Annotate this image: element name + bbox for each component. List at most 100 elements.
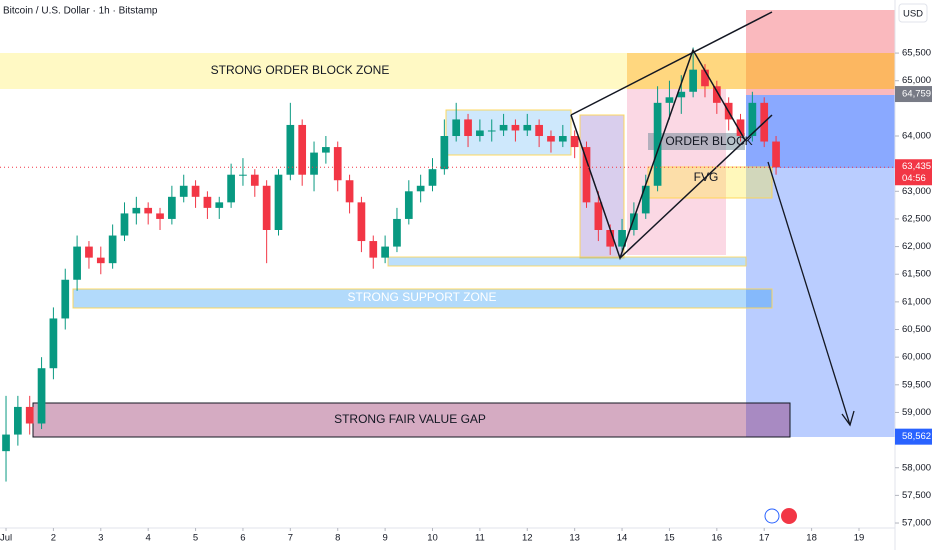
x-tick-label: 18 (806, 533, 817, 544)
arrow (767, 161, 851, 426)
candle-body (239, 174, 247, 176)
candle-body (322, 147, 330, 153)
y-tick-label: 60,500 (902, 324, 931, 335)
candle-body (37, 368, 46, 424)
event-icon[interactable] (764, 508, 780, 524)
y-tick-label: 57,000 (902, 518, 931, 529)
candle-body (227, 174, 235, 203)
candle-body (701, 69, 709, 87)
candle-body (665, 97, 674, 103)
candle-body (653, 102, 662, 186)
candle-body (511, 124, 520, 131)
candle-body (523, 124, 532, 131)
candle-body (357, 202, 366, 242)
candle-body (73, 246, 81, 280)
candle-body (428, 169, 437, 186)
candle-body (96, 257, 105, 264)
order-block-zone (0, 53, 895, 89)
candle-body (748, 102, 757, 137)
candle-body (61, 279, 70, 319)
y-tick-label: 65,500 (902, 48, 931, 59)
x-tick-label: 16 (712, 533, 723, 544)
candle-body (132, 207, 141, 214)
price-tag-label: 63,435 (902, 161, 931, 172)
y-tick-label: 62,000 (902, 241, 931, 252)
arrow-head (841, 410, 855, 427)
candle-body (499, 124, 508, 131)
zone-label: STRONG FAIR VALUE GAP (334, 412, 486, 426)
candle-body (191, 185, 200, 197)
candle-body (168, 196, 176, 219)
x-tick-label: 11 (475, 533, 485, 544)
event-icon[interactable] (781, 508, 797, 524)
y-tick-label: 59,500 (902, 379, 931, 390)
x-tick-label: 6 (240, 533, 245, 544)
candle-body (630, 213, 638, 230)
zigzag (570, 48, 746, 261)
candle-body (2, 434, 10, 452)
candle-body (404, 191, 413, 219)
trend-line (570, 11, 773, 116)
x-tick-label: 8 (335, 533, 340, 544)
zone-label: STRONG SUPPORT ZONE (348, 290, 497, 304)
overlay: STRONG ORDER BLOCK ZONE ORDER BLOCK FVG … (211, 11, 855, 524)
stop-zone (746, 10, 895, 95)
candle-body (641, 185, 650, 214)
x-tick-label: 12 (522, 533, 533, 544)
y-tick-label: 64,000 (902, 131, 931, 142)
candle-body (712, 86, 721, 103)
candle-body (416, 185, 425, 192)
candle-body (369, 241, 378, 258)
target-zone (746, 168, 895, 437)
candle-body (274, 174, 283, 230)
y-tick-label: 61,000 (902, 296, 931, 307)
y-tick-label: 62,500 (902, 213, 931, 224)
candle-body (487, 130, 496, 132)
target-zone (746, 95, 895, 168)
currency: USD (903, 9, 923, 20)
x-tick-label: 9 (382, 533, 387, 544)
candle-body (14, 406, 22, 435)
y-tick-label: 65,000 (902, 75, 931, 86)
candle-body (535, 124, 543, 137)
candle-body (558, 136, 567, 142)
candle-body (594, 202, 603, 230)
currency-box[interactable] (898, 3, 928, 23)
candle-body (286, 124, 295, 175)
x-tick-label: 5 (193, 533, 198, 544)
x-tick-label: 17 (759, 533, 770, 544)
candle-body (689, 69, 697, 92)
range-box (627, 89, 726, 255)
candle-body (49, 318, 58, 369)
price-tag-sublabel: 04:56 (902, 173, 926, 184)
x-tick-label: 3 (98, 533, 103, 544)
price-tag (895, 428, 932, 445)
candle-body (179, 185, 188, 197)
candle-body (476, 130, 484, 137)
trend-line (619, 114, 773, 259)
x-tick-label: Jul (0, 533, 12, 544)
y-tick-label: 59,000 (902, 407, 931, 418)
candle-body (108, 235, 117, 264)
candle-body (333, 147, 342, 181)
x-tick-label: 7 (288, 533, 293, 544)
zone-label: ORDER BLOCK (665, 134, 752, 148)
price-tag (895, 86, 932, 103)
candle-body (215, 202, 224, 208)
x-tick-label: 10 (427, 533, 438, 544)
price-tag-label: 64,759 (902, 89, 931, 100)
order-block (648, 133, 745, 150)
fvg (647, 166, 773, 199)
y-tick-label: 60,000 (902, 352, 931, 363)
zone-label: STRONG ORDER BLOCK ZONE (211, 63, 390, 77)
x-tick-label: 14 (617, 533, 628, 544)
y-tick-label: 57,500 (902, 490, 931, 501)
candle-body (582, 147, 591, 203)
candle-body (203, 196, 212, 208)
candle-body (345, 180, 354, 203)
y-tick-label: 61,500 (902, 269, 931, 280)
x-tick-label: 15 (664, 533, 675, 544)
candle-body (262, 185, 271, 230)
candle-body (381, 246, 389, 258)
